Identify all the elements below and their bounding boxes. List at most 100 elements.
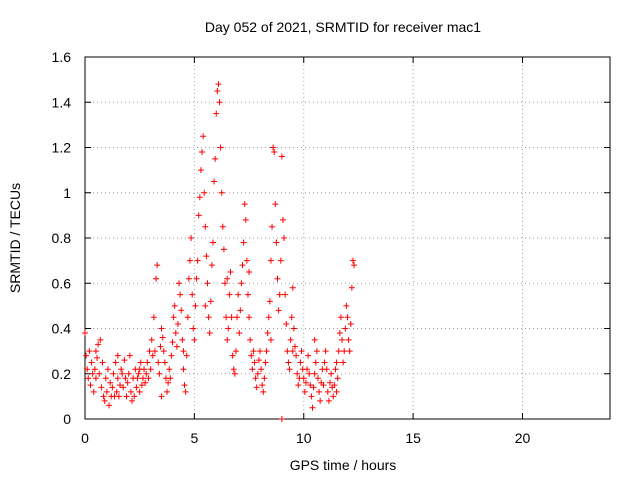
data-point [153,275,160,282]
data-point [224,275,231,282]
data-point [312,359,319,366]
data-point [188,235,195,241]
data-point [230,366,237,373]
data-point [237,307,244,314]
data-point [147,366,154,373]
data-point [283,320,290,327]
data-point [173,343,180,350]
data-point [333,359,340,366]
data-point [240,239,247,246]
data-point [166,366,173,373]
data-point [344,314,351,321]
data-point [187,257,193,264]
data-point [114,352,121,359]
data-point [190,325,197,332]
data-point [293,352,300,359]
data-point [96,370,103,377]
data-point [255,357,262,364]
data-point [191,336,198,343]
data-point [157,343,164,350]
data-point [133,384,140,391]
data-point [110,370,117,377]
data-point [223,314,230,321]
data-point [115,393,122,400]
data-point [172,330,179,337]
data-point [158,325,165,332]
data-point [302,379,309,386]
data-point [286,366,293,373]
data-point [89,370,96,377]
data-point [324,388,331,395]
x-tick-label: 20 [515,430,531,446]
data-point [254,370,261,377]
data-point [177,291,184,298]
data-points [82,81,358,422]
data-point [294,370,301,377]
data-point [277,257,284,264]
data-point [279,216,286,223]
data-point [215,81,222,88]
data-point [224,336,231,343]
data-point [282,291,289,298]
data-point [313,348,320,355]
data-point [158,393,165,400]
data-point [208,262,215,269]
data-point [258,366,265,373]
data-point [209,239,216,246]
data-point [287,336,294,343]
data-point [298,348,305,355]
data-point [234,314,241,321]
data-point [335,348,342,355]
data-point [247,336,254,343]
data-point [220,246,227,253]
data-point [317,397,324,404]
data-point [306,370,313,377]
data-point [253,384,260,391]
data-point [275,307,282,314]
data-point [248,352,255,359]
data-point [276,291,283,298]
data-point [300,375,307,382]
data-point [325,397,332,404]
data-point [267,336,274,343]
data-point [320,382,327,389]
data-point [121,357,128,364]
data-point [129,397,136,404]
data-point [183,352,190,359]
data-point [92,348,99,355]
data-point [222,280,228,287]
data-point [290,325,297,332]
y-tick-label: 1.6 [52,49,72,65]
data-point [288,314,295,321]
data-point [122,375,129,382]
data-point [261,375,268,382]
data-point [95,341,102,348]
grid-lines [85,57,610,419]
data-point [264,330,271,337]
data-point [84,366,91,373]
data-point [250,348,257,355]
data-point [88,359,95,366]
data-point [152,348,158,355]
data-point [351,262,358,269]
data-point [331,382,338,389]
data-point [97,336,104,343]
data-point [155,359,162,366]
data-point [252,375,259,382]
data-point [94,354,101,361]
data-point [207,298,214,305]
data-point [145,375,152,382]
data-point [259,382,266,389]
data-point [308,393,315,400]
data-point [85,375,92,382]
data-point [301,388,308,395]
data-point [144,359,151,366]
data-point [292,343,298,350]
data-point [168,352,175,359]
data-point [225,325,232,332]
data-point [102,375,109,382]
data-point [265,314,272,321]
data-point [179,336,186,343]
data-point [119,370,126,377]
data-point [99,359,106,366]
